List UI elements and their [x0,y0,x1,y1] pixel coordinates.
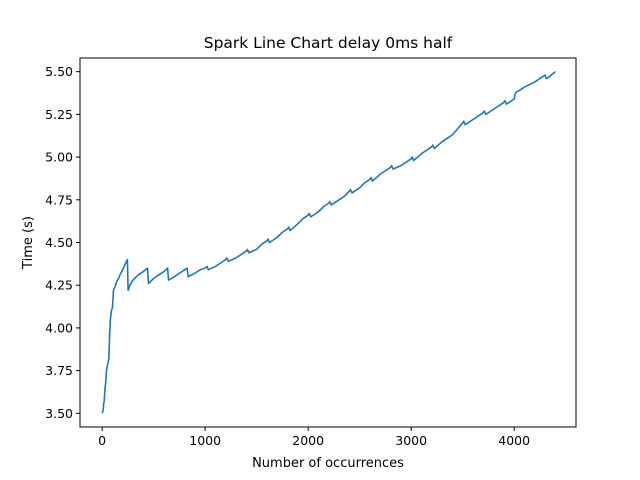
y-tick-label: 5.50 [45,64,73,79]
x-tick-label: 0 [98,433,106,448]
x-tick-label: 3000 [395,433,427,448]
x-tick-label: 2000 [292,433,324,448]
x-tick-label: 4000 [498,433,530,448]
y-axis-label: Time (s) [21,216,36,270]
y-tick-label: 4.50 [45,235,73,250]
x-tick-label: 1000 [189,433,221,448]
x-axis-label: Number of occurrences [252,456,404,471]
chart-title: Spark Line Chart delay 0ms half [204,34,453,52]
series-layer [101,71,556,414]
plot-area-frame [79,57,577,428]
y-tick-label: 5.00 [45,150,73,165]
series-line [101,71,556,414]
y-tick-label: 3.50 [45,406,73,421]
x-axis-ticks: 0 1000 2000 3000 4000 [98,427,530,448]
y-tick-label: 4.00 [45,320,73,335]
y-axis-ticks: 3.50 3.75 4.00 4.25 4.50 4.75 5.00 5.25 5.50 [45,64,80,421]
y-tick-label: 3.75 [45,363,73,378]
y-tick-label: 4.75 [45,192,73,207]
y-tick-label: 4.25 [45,278,73,293]
y-tick-label: 5.25 [45,107,73,122]
